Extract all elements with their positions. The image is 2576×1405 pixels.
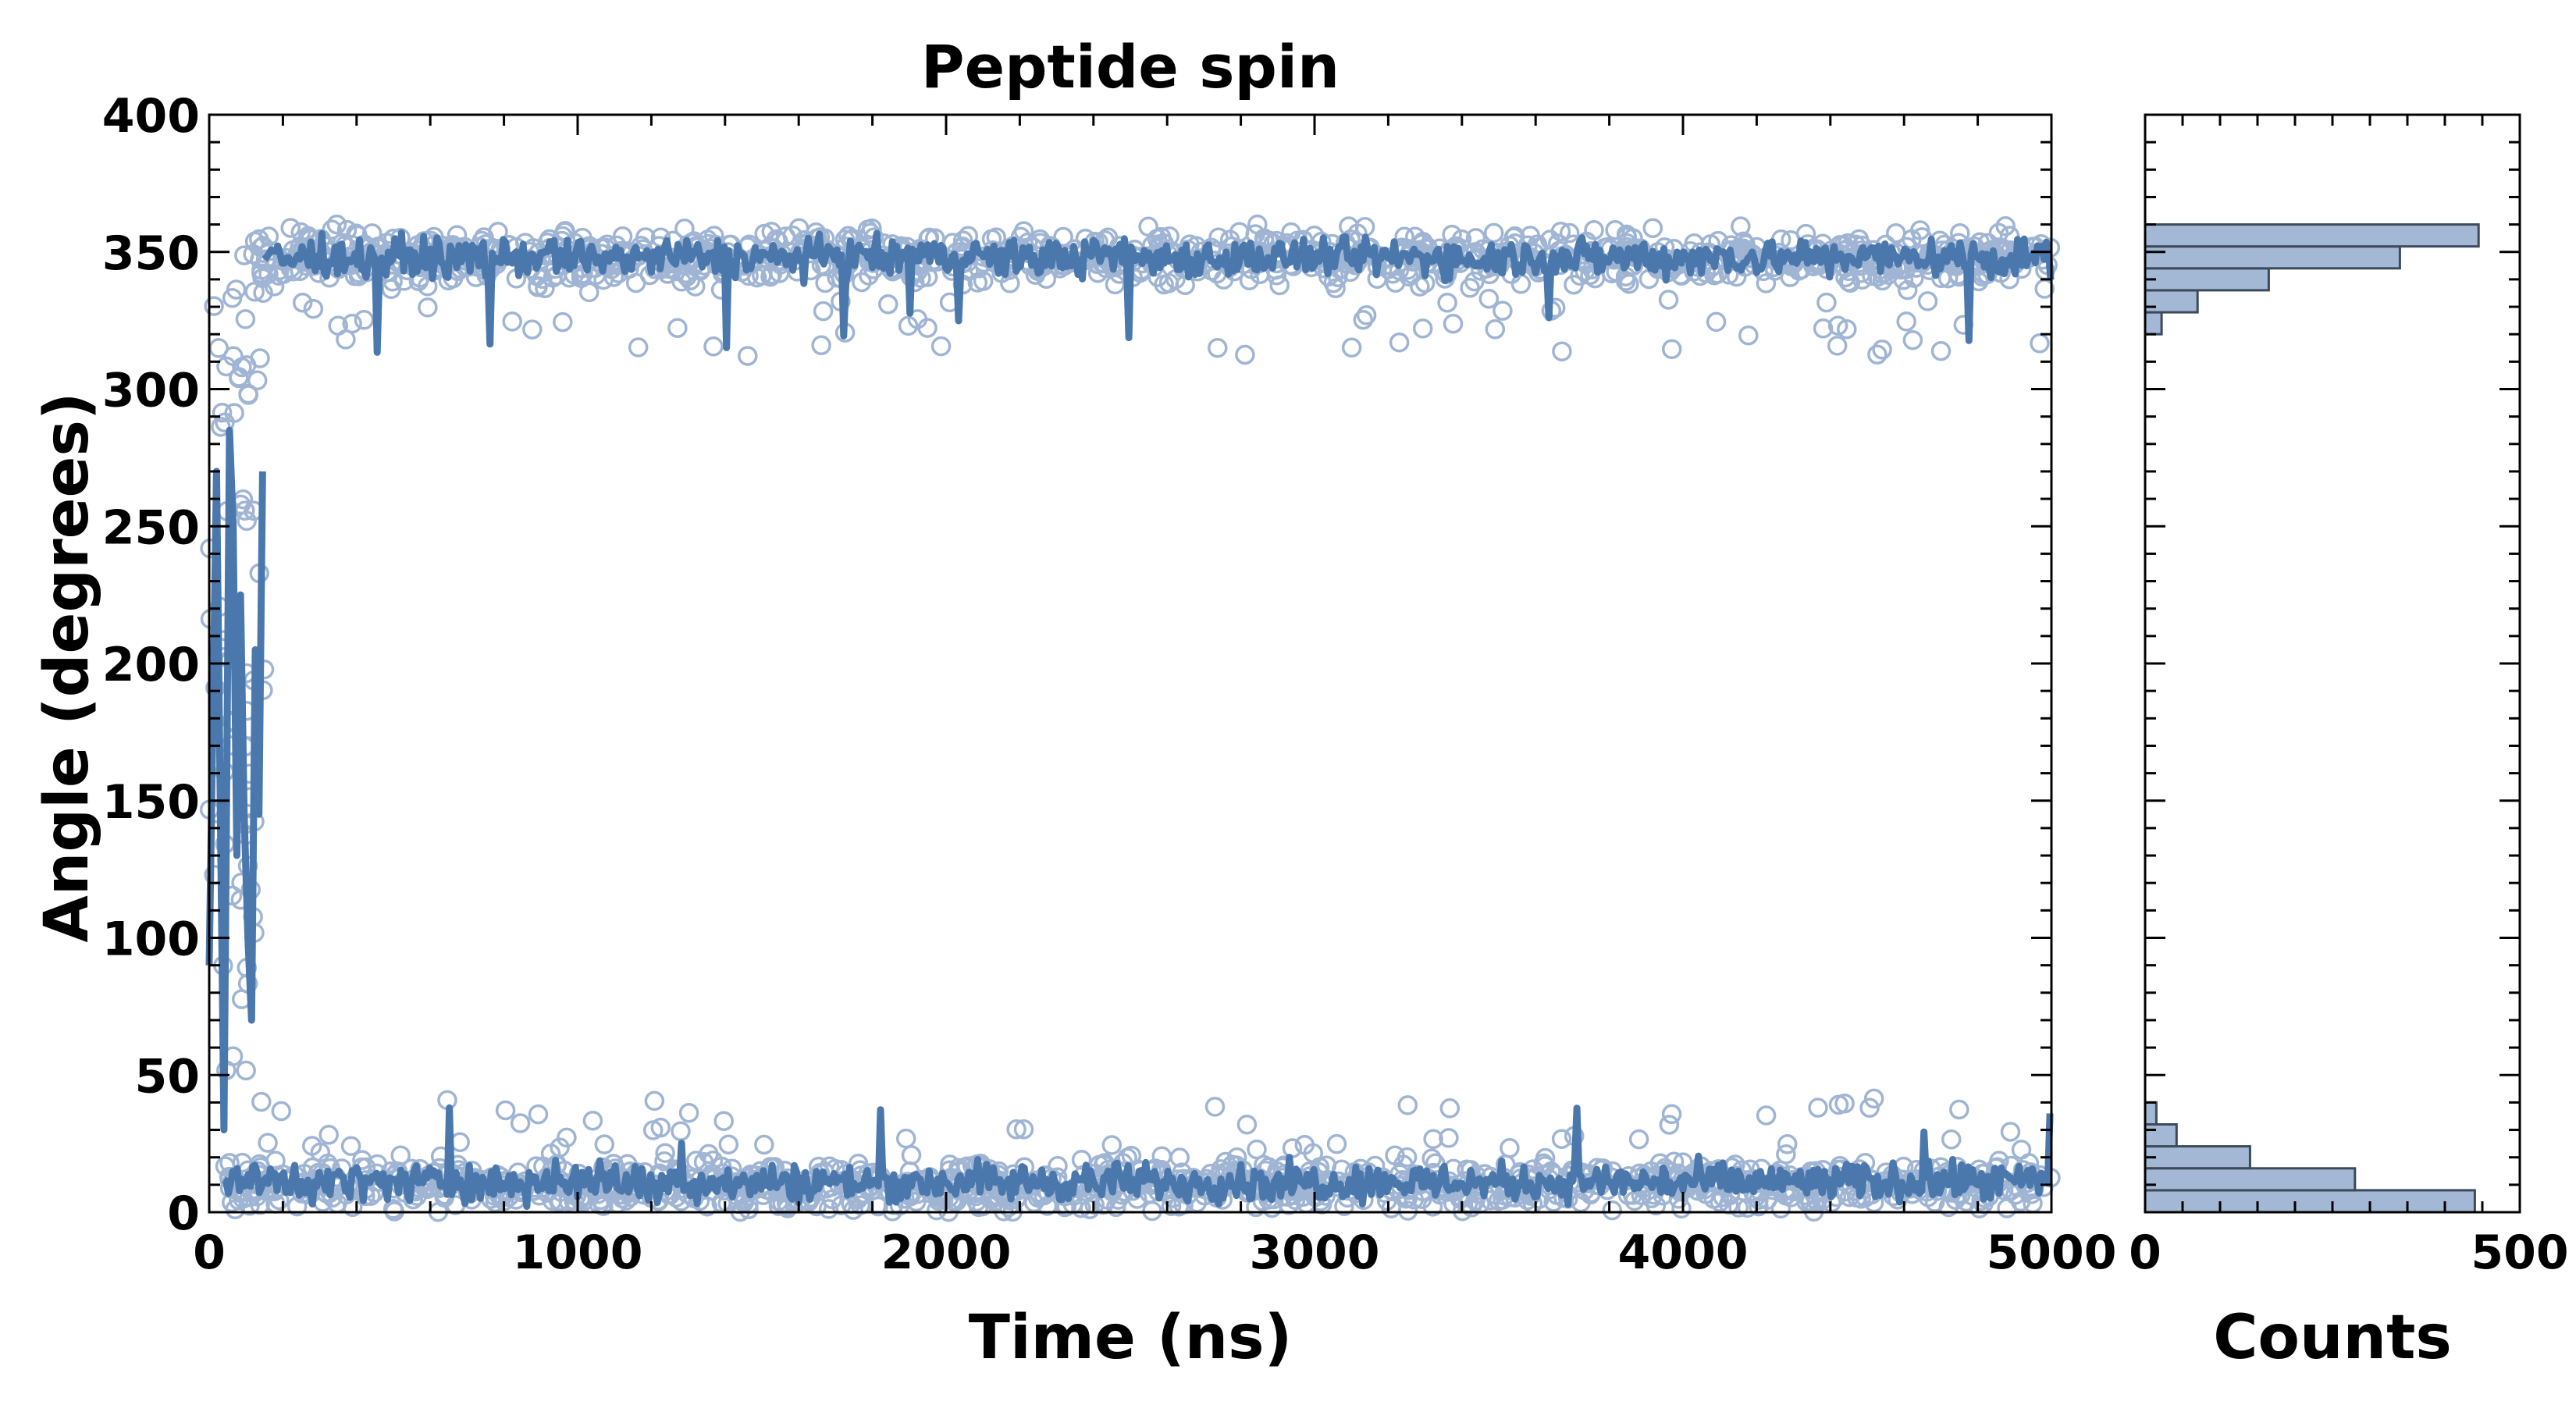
scatter-point bbox=[1902, 329, 1923, 350]
scatter-point bbox=[1559, 222, 1580, 244]
scatter-point bbox=[1353, 309, 1374, 330]
x-tick-label: 5000 bbox=[1987, 1225, 2117, 1280]
main-plot: 0 1000 2000 3000 4000 5000 050100150200250300… bbox=[32, 32, 2117, 1373]
scatter-point bbox=[1813, 318, 1834, 339]
scatter-point bbox=[418, 297, 438, 318]
scatter-point bbox=[1341, 337, 1362, 358]
scatter-point bbox=[625, 272, 646, 293]
scatter-point bbox=[1731, 216, 1751, 237]
histogram-bar bbox=[2144, 1167, 2357, 1192]
y-axis-label: Angle (degrees) bbox=[32, 392, 102, 942]
scatter-point bbox=[917, 318, 938, 338]
scatter-point bbox=[1437, 293, 1457, 313]
scatter-point bbox=[226, 279, 247, 300]
scatter-point bbox=[232, 357, 252, 378]
scatter-point bbox=[1550, 221, 1571, 242]
scatter-point bbox=[775, 226, 796, 247]
histogram-bar bbox=[2144, 1101, 2158, 1126]
scatter-point bbox=[1827, 336, 1848, 356]
scatter-point bbox=[1356, 305, 1377, 325]
scatter-point bbox=[224, 403, 244, 423]
scatter-point bbox=[1706, 311, 1727, 333]
scatter-point bbox=[930, 336, 952, 357]
scatter-point bbox=[1896, 311, 1916, 332]
scatter-point bbox=[1460, 278, 1480, 298]
scatter-point bbox=[1738, 325, 1759, 346]
scatter-point bbox=[811, 335, 831, 356]
histogram-bar bbox=[2144, 1189, 2476, 1214]
x-tick-label: 4000 bbox=[1618, 1225, 1749, 1280]
scatter-point bbox=[650, 227, 671, 247]
scatter-point bbox=[1897, 279, 1918, 301]
y-tick-label: 150 bbox=[102, 775, 200, 830]
scatter-point bbox=[1485, 319, 1506, 340]
x-axis-label: Time (ns) bbox=[969, 1303, 1293, 1373]
y-tick-label: 400 bbox=[102, 89, 200, 144]
scatter-point bbox=[1235, 344, 1255, 365]
x-tick-label: 1000 bbox=[513, 1225, 643, 1280]
scatter-point bbox=[1658, 290, 1679, 310]
scatter-point bbox=[354, 310, 375, 330]
scatter-point bbox=[216, 356, 237, 377]
y-tick-label: 350 bbox=[102, 226, 200, 281]
y-tick-label: 50 bbox=[135, 1049, 201, 1104]
scatter-point bbox=[667, 318, 688, 338]
scatter-point bbox=[815, 272, 835, 293]
scatter-point bbox=[382, 272, 403, 292]
scatter-point bbox=[303, 298, 324, 319]
y-tick-label: 250 bbox=[102, 500, 200, 555]
histogram-bar bbox=[2144, 267, 2270, 292]
x-tick-label: 2000 bbox=[881, 1225, 1012, 1280]
scatter-point bbox=[1493, 301, 1513, 321]
histogram-bar bbox=[2144, 245, 2401, 270]
histogram-bar bbox=[2144, 1123, 2178, 1148]
scatter-point bbox=[204, 296, 224, 316]
scatter-point bbox=[553, 311, 573, 333]
scatter-point bbox=[280, 218, 301, 238]
scatter-point bbox=[1478, 288, 1500, 309]
y-tick-label: 300 bbox=[102, 364, 200, 418]
scatter-point bbox=[244, 231, 265, 252]
histogram-bar bbox=[2144, 223, 2480, 248]
scatter-point bbox=[1852, 269, 1873, 290]
histogram-x-axis-label: Counts bbox=[2213, 1303, 2452, 1373]
scatter-point bbox=[1642, 218, 1663, 238]
scatter-point bbox=[834, 229, 856, 250]
scatter-point bbox=[212, 402, 233, 423]
scatter-point bbox=[253, 283, 273, 303]
histogram-bar bbox=[2144, 289, 2199, 314]
scatter-point bbox=[1151, 226, 1172, 247]
scatter-point bbox=[522, 319, 543, 340]
scatter-point bbox=[1389, 332, 1410, 353]
scatter-point bbox=[628, 337, 649, 357]
scatter-point bbox=[1988, 239, 2008, 259]
scatter-point bbox=[326, 214, 347, 235]
y-tick-label: 100 bbox=[102, 912, 200, 967]
y-tick-label: 200 bbox=[102, 638, 200, 692]
histogram-x-tick-label: 500 bbox=[2471, 1225, 2568, 1280]
scatter-point bbox=[1930, 340, 1952, 361]
histogram-bar bbox=[2144, 1145, 2251, 1170]
scatter-point bbox=[813, 301, 834, 322]
scatter-point bbox=[1443, 313, 1464, 334]
x-tick-label: 3000 bbox=[1250, 1225, 1380, 1280]
scatter-point bbox=[1208, 337, 1228, 358]
scatter-point bbox=[235, 309, 256, 329]
scatter-point bbox=[236, 1060, 256, 1081]
scatter-point bbox=[238, 385, 258, 405]
y-tick-label: 0 bbox=[167, 1186, 200, 1241]
scatter-point bbox=[247, 370, 268, 391]
chart-title: Peptide spin bbox=[921, 32, 1340, 101]
histogram-x-tick-label: 0 bbox=[2129, 1225, 2161, 1280]
scatter-point bbox=[1837, 318, 1857, 340]
histogram-bar bbox=[2144, 311, 2163, 336]
